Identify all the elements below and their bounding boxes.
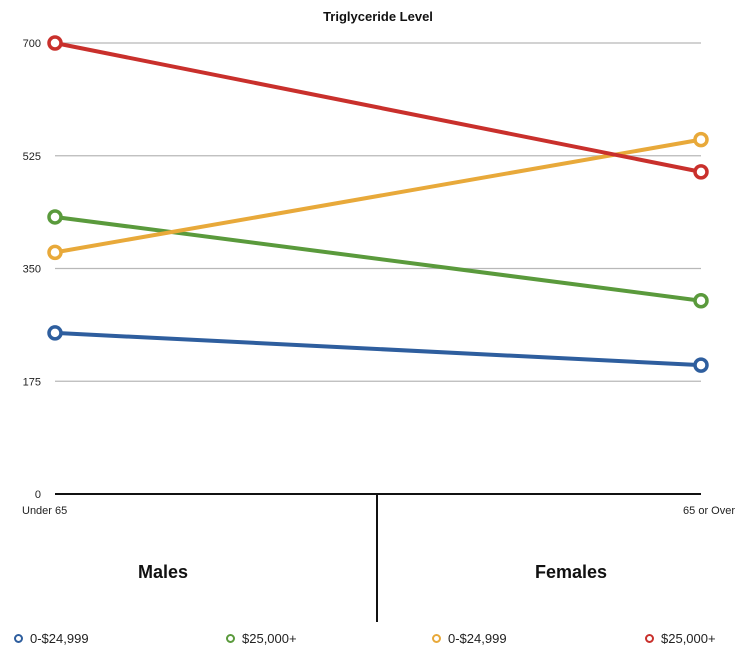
legend-item: 0-$24,999 — [14, 631, 89, 646]
series-group — [47, 209, 709, 309]
legend-swatch — [14, 634, 23, 643]
y-axis-ticks: 0 175 350 525 700 — [23, 38, 41, 501]
legend-swatch — [645, 634, 654, 643]
series-group — [47, 35, 709, 180]
group-label-females: Females — [535, 562, 608, 582]
legend-swatch — [226, 634, 235, 643]
data-point — [693, 357, 709, 373]
series-line — [53, 330, 703, 368]
legend-item: $25,000+ — [226, 631, 297, 646]
y-tick-label: 700 — [23, 38, 41, 50]
x-axis-ticks: Under 65 65 or Over — [22, 505, 735, 517]
x-tick-label: Under 65 — [22, 505, 67, 517]
y-tick-label: 0 — [35, 489, 41, 501]
y-tick-label: 350 — [23, 264, 41, 276]
data-point — [47, 209, 63, 225]
series-line — [53, 41, 703, 174]
data-point — [693, 164, 709, 180]
series-group — [47, 325, 709, 373]
legend-label: $25,000+ — [661, 631, 716, 646]
data-point — [693, 292, 709, 309]
series-lines — [47, 35, 709, 373]
legend-item: 0-$24,999 — [432, 631, 507, 646]
data-point — [47, 325, 63, 341]
y-tick-label: 175 — [23, 376, 41, 388]
group-label-males: Males — [138, 562, 189, 582]
legend-item: $25,000+ — [645, 631, 716, 646]
axes — [55, 493, 701, 622]
y-tick-label: 525 — [23, 151, 41, 163]
chart-title: Triglyceride Level — [323, 9, 433, 24]
data-point — [693, 131, 709, 148]
legend-label: 0-$24,999 — [30, 631, 89, 646]
data-point — [47, 35, 63, 51]
series-line — [53, 137, 703, 255]
data-point — [47, 244, 63, 261]
series-line — [53, 214, 703, 303]
gridlines — [55, 42, 701, 382]
legend: 0-$24,999 $25,000+ 0-$24,999 $25,000+ — [0, 631, 749, 655]
legend-swatch — [432, 634, 441, 643]
x-tick-label: 65 or Over — [683, 505, 735, 517]
legend-label: 0-$24,999 — [448, 631, 507, 646]
series-group — [47, 131, 709, 261]
legend-label: $25,000+ — [242, 631, 297, 646]
